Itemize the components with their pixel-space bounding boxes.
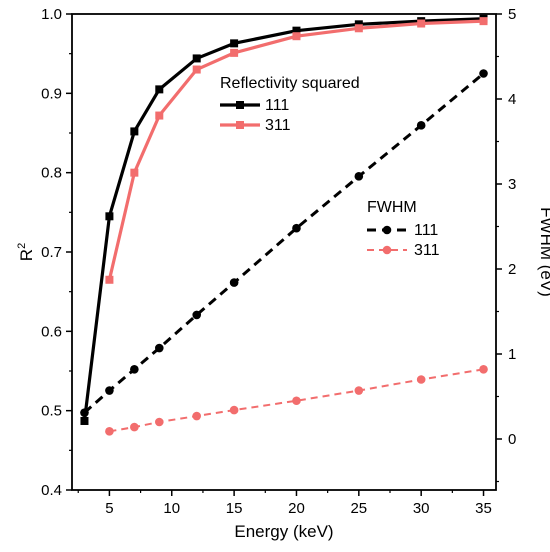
data-point-circle	[416, 375, 426, 384]
legend-reflectivity-title: Reflectivity squared	[220, 75, 360, 92]
y-left-tick-label: 1.0	[41, 6, 62, 23]
y-left-tick-label: 0.5	[41, 403, 62, 420]
data-point-square	[230, 48, 239, 57]
series-line-reflectivity-squared-111	[82, 17, 484, 422]
x-axis-title: Energy (keV)	[234, 522, 333, 541]
data-point-circle	[229, 405, 239, 415]
data-point-circle	[416, 121, 426, 130]
data-point-circle	[354, 172, 364, 181]
data-point-square	[130, 168, 139, 177]
x-tick-label: 25	[350, 500, 367, 517]
y-right-tick-label: 3	[508, 176, 516, 193]
x-tick-label: 5	[105, 500, 113, 517]
data-point-circle	[105, 427, 114, 436]
data-point-square	[130, 127, 139, 136]
y-right-axis-title: FWHM (eV)	[537, 207, 550, 297]
data-point-square	[192, 54, 201, 63]
data-point-circle	[292, 396, 301, 406]
data-point-square	[105, 275, 114, 284]
y-left-axis-title-sup: 2	[16, 243, 28, 249]
data-point-circle	[354, 386, 364, 395]
y-right-tick-label: 4	[508, 91, 516, 108]
data-point-circle	[192, 411, 202, 421]
legend-fwhm-label: 111	[414, 222, 438, 239]
legend-fwhm-title: FWHM	[367, 199, 417, 216]
data-point-circle	[80, 408, 89, 417]
data-point-circle	[479, 365, 488, 374]
data-point-square	[292, 26, 301, 35]
data-point-circle	[154, 343, 164, 353]
data-point-square	[417, 19, 426, 28]
legend-fwhm-label: 311	[414, 242, 440, 259]
y-left-tick-label: 0.4	[41, 482, 62, 499]
y-right-tick-label: 1	[508, 346, 516, 363]
data-point-circle	[192, 310, 202, 320]
data-point-square	[105, 212, 114, 221]
data-point-circle	[105, 386, 114, 395]
x-tick-label: 30	[413, 500, 430, 517]
data-point-circle	[130, 365, 139, 374]
data-point-square	[230, 39, 239, 48]
y-right-tick-label: 5	[508, 6, 516, 23]
legend-fwhm-marker	[382, 225, 392, 235]
y-right-tick-label: 2	[508, 261, 516, 278]
data-point-square	[479, 17, 488, 26]
y-left-tick-label: 0.9	[41, 85, 62, 102]
data-point-circle	[154, 417, 164, 427]
x-tick-label: 15	[226, 500, 243, 517]
y-left-axis-title-base: R	[17, 249, 36, 261]
data-point-square	[292, 32, 301, 41]
legend-fwhm-marker	[382, 245, 392, 255]
x-tick-label: 35	[475, 500, 492, 517]
data-point-square	[155, 85, 164, 94]
legend-reflectivity-marker	[236, 101, 244, 109]
legend-reflectivity-marker	[236, 121, 244, 129]
data-point-square	[155, 111, 164, 120]
y-left-tick-label: 0.6	[41, 323, 62, 340]
data-point-square	[80, 416, 89, 425]
data-point-square	[192, 65, 201, 74]
x-tick-label: 20	[288, 500, 305, 517]
y-left-tick-label: 0.8	[41, 165, 62, 182]
data-point-circle	[479, 69, 488, 78]
data-point-circle	[229, 278, 239, 287]
legend-fwhm-box	[362, 194, 457, 262]
legend-reflectivity-label: 111	[265, 97, 289, 114]
y-left-tick-label: 0.7	[41, 244, 62, 261]
data-point-square	[354, 24, 363, 33]
series-line-fwhm-111	[83, 72, 485, 414]
y-left-axis-title: R2	[16, 243, 36, 261]
data-point-circle	[130, 422, 139, 432]
legend-reflectivity-label: 311	[265, 117, 291, 134]
y-right-tick-label: 0	[508, 431, 516, 448]
data-point-circle	[292, 223, 301, 233]
x-tick-label: 10	[163, 500, 180, 517]
